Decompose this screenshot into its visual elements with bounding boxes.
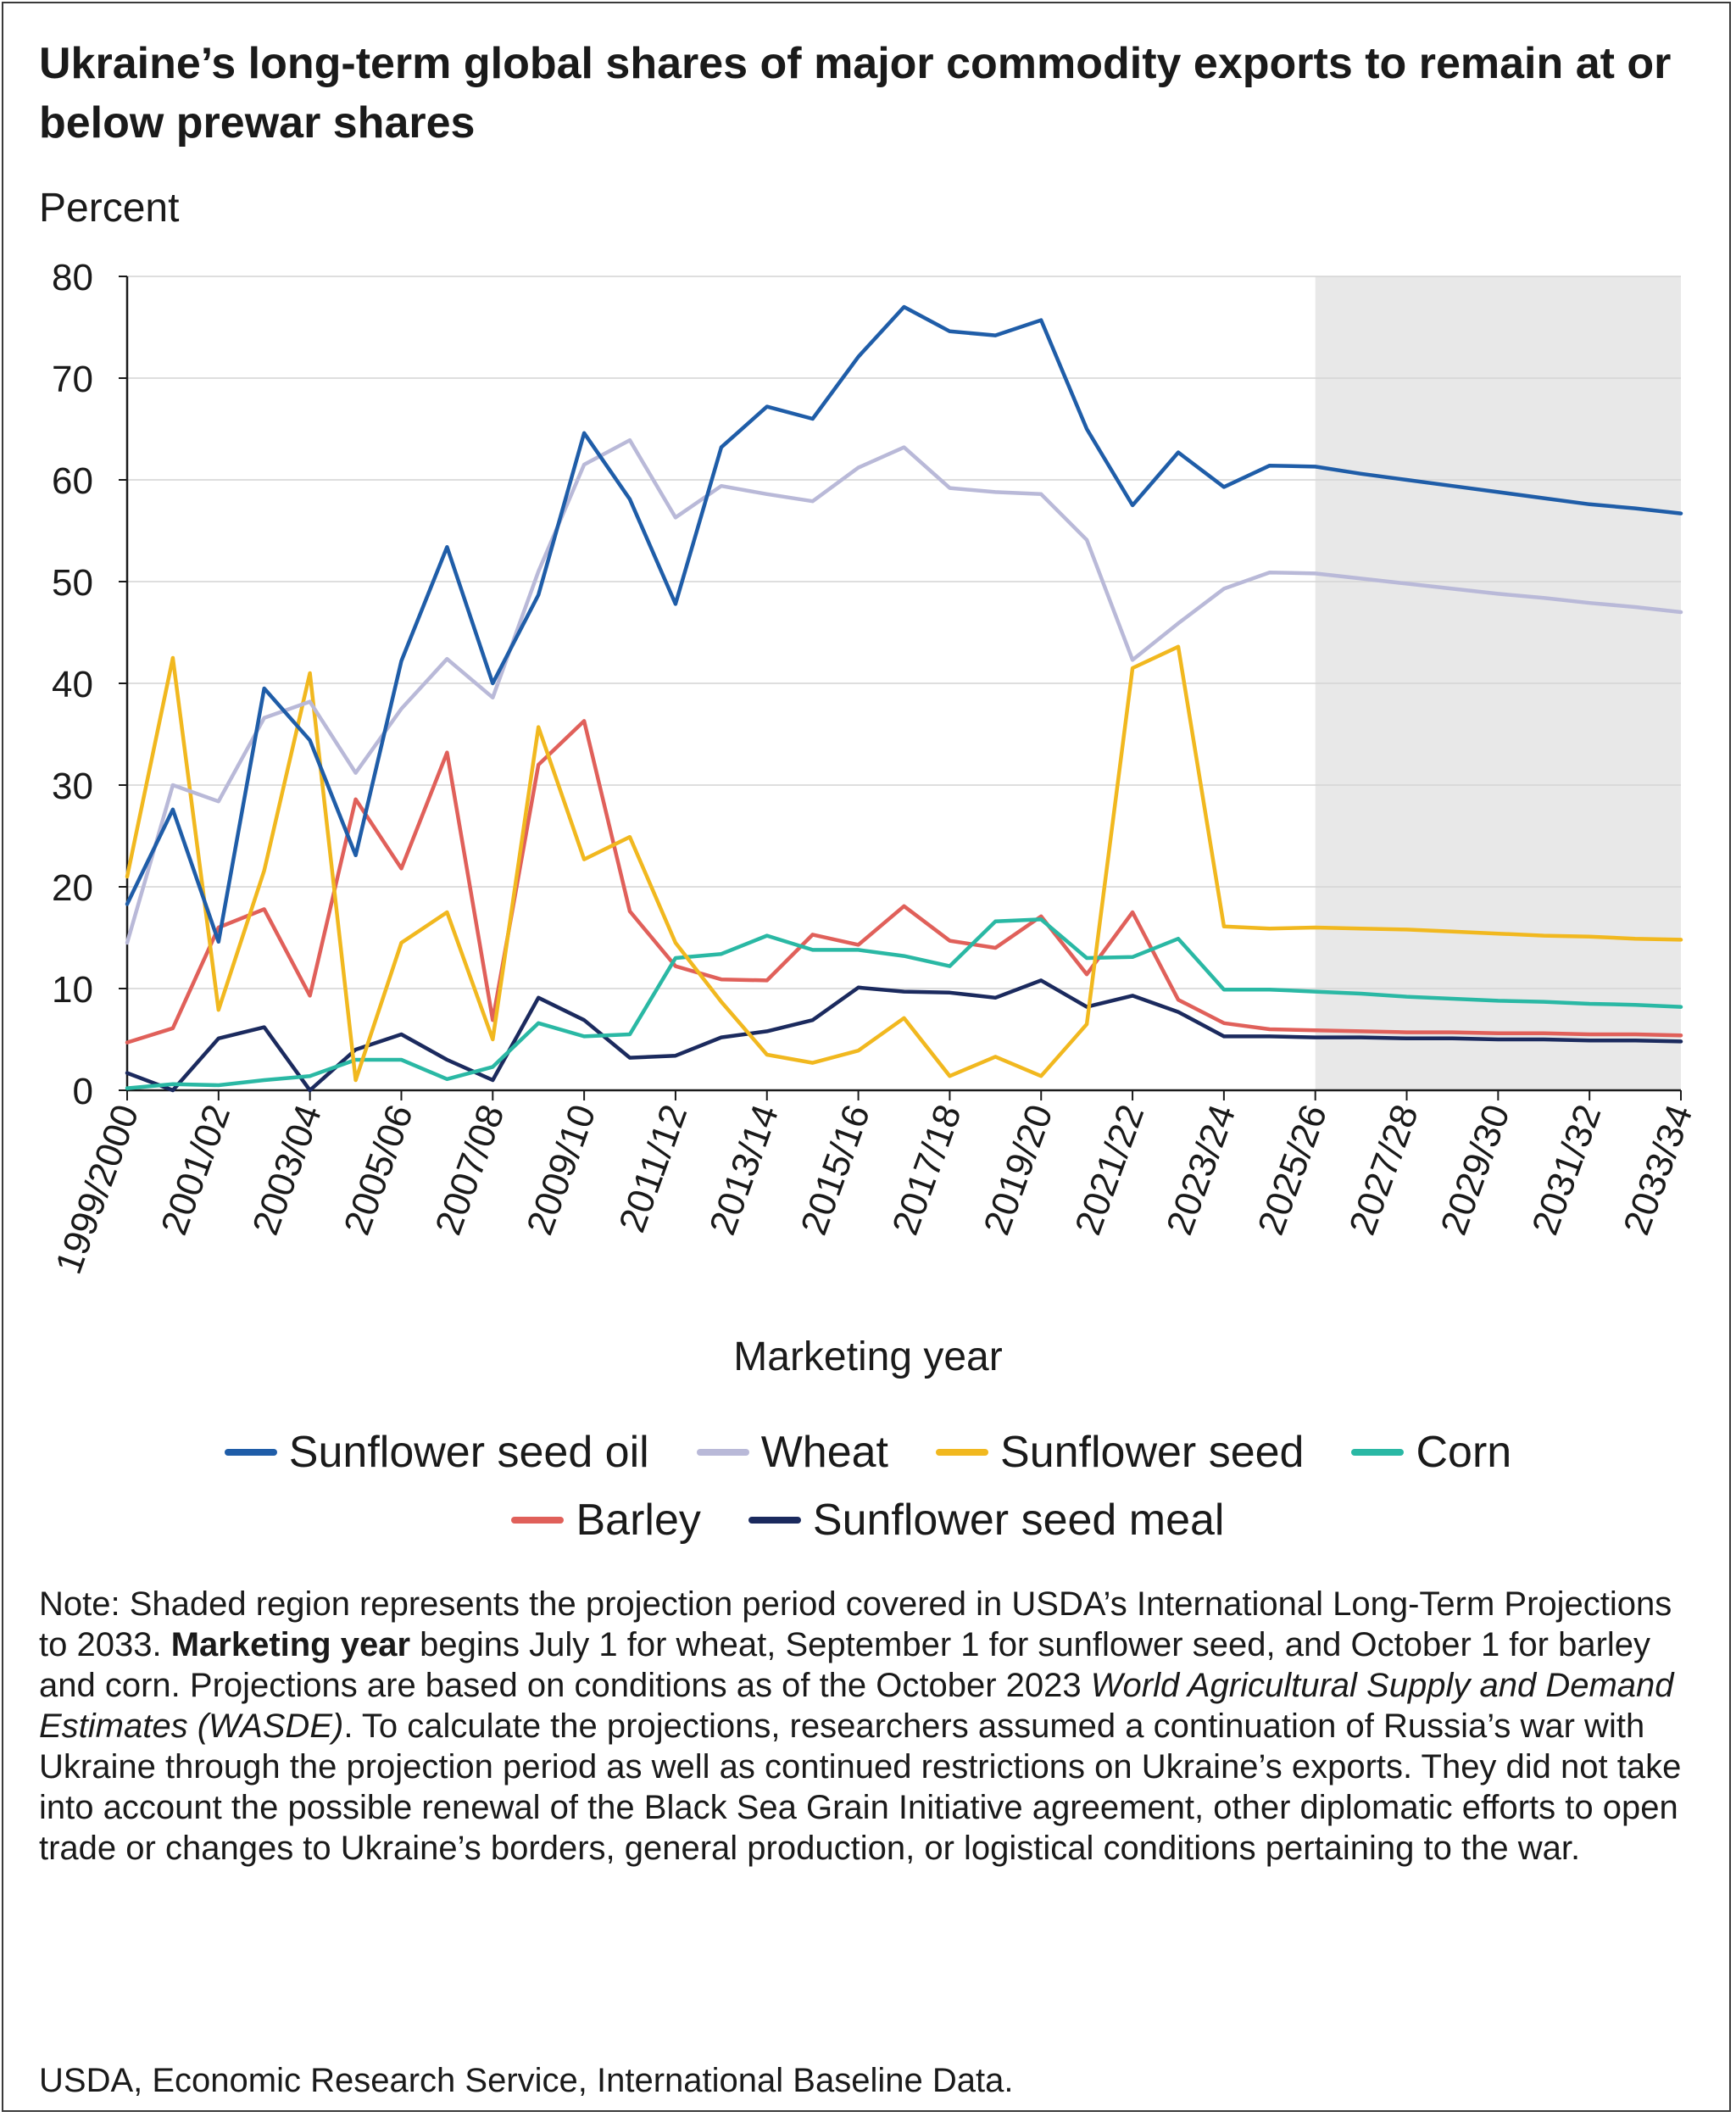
legend-swatch-sunflower-seed-meal <box>748 1517 801 1524</box>
legend-label-sunflower-seed-meal: Sunflower seed meal <box>812 1496 1225 1545</box>
y-tick-label-30: 30 <box>52 766 93 807</box>
note-text-1: Note: Shaded region represents the proje… <box>39 1585 1672 1663</box>
x-tick-label-2021-22: 2021/22 <box>1067 1100 1152 1240</box>
series-line-sunflower-seed-oil <box>125 304 1683 944</box>
x-tick-label-2005-06: 2005/06 <box>336 1100 420 1240</box>
legend-swatch-corn <box>1351 1449 1405 1456</box>
legend-row-1: Sunflower seed oil Wheat Sunflower seed … <box>0 1427 1736 1478</box>
y-tick-label-60: 60 <box>52 460 93 502</box>
legend-item-sunflower-seed-meal: Sunflower seed meal <box>748 1495 1225 1546</box>
legend-label-sunflower-seed: Sunflower seed <box>1000 1428 1305 1477</box>
y-tick-label-0: 0 <box>73 1071 93 1112</box>
series-line-corn <box>125 917 1683 1090</box>
note-italic-title: World Agricultural Supply and Demand Est… <box>39 1667 1674 1745</box>
y-tick-label-50: 50 <box>52 562 93 604</box>
legend-swatch-barley <box>511 1517 565 1524</box>
legend-label-sunflower-seed-oil: Sunflower seed oil <box>288 1428 649 1477</box>
y-tick-label-70: 70 <box>52 359 93 400</box>
y-tick-label-10: 10 <box>52 969 93 1011</box>
x-tick-label-2027-28: 2027/28 <box>1341 1100 1426 1240</box>
y-tick-label-20: 20 <box>52 867 93 909</box>
x-tick-label-2033-34: 2033/34 <box>1616 1100 1700 1240</box>
legend-label-wheat: Wheat <box>760 1428 889 1477</box>
source-text: USDA, Economic Research Service, Interna… <box>39 2062 1014 2099</box>
series-line-sunflower-seed-meal <box>125 978 1683 1093</box>
x-tick-label-2007-08: 2007/08 <box>427 1100 512 1240</box>
x-tick-label-2013-14: 2013/14 <box>702 1100 787 1240</box>
y-tick-label-40: 40 <box>52 664 93 705</box>
series-line-barley <box>125 719 1683 1045</box>
chart-note: Note: Shaded region represents the proje… <box>39 1584 1709 1869</box>
x-tick-label-2015-16: 2015/16 <box>793 1100 878 1240</box>
legend-label-barley: Barley <box>576 1496 701 1545</box>
legend-label-corn: Corn <box>1416 1428 1512 1477</box>
x-tick-label-2019-20: 2019/20 <box>976 1100 1060 1240</box>
x-tick-label-2031-32: 2031/32 <box>1524 1100 1609 1240</box>
x-tick-label-2017-18: 2017/18 <box>884 1100 969 1240</box>
chart-title: Ukraine’s long-term global shares of maj… <box>39 39 1672 148</box>
note-bold-term: Marketing year <box>170 1626 411 1663</box>
y-tick-label-80: 80 <box>52 257 93 298</box>
x-tick-label-2029-30: 2029/30 <box>1433 1100 1517 1240</box>
legend-item-sunflower-seed: Sunflower seed <box>936 1427 1304 1478</box>
y-axis-label: Percent <box>39 186 180 231</box>
series-line-sunflower-seed <box>125 644 1683 1083</box>
legend-item-wheat: Wheat <box>696 1427 889 1478</box>
x-tick-label-2011-12: 2011/12 <box>611 1100 695 1238</box>
x-tick-label-2025-26: 2025/26 <box>1250 1100 1335 1240</box>
note-text-3: . To calculate the projections, research… <box>39 1708 1682 1867</box>
x-axis-label: Marketing year <box>733 1334 1003 1379</box>
legend-swatch-sunflower-seed-oil <box>224 1449 277 1456</box>
legend-item-barley: Barley <box>511 1495 701 1546</box>
legend-swatch-sunflower-seed <box>936 1449 989 1456</box>
line-chart: 0 10 20 30 40 50 60 70 80 1999/2000 2001/02 2003/04… <box>47 257 1700 1279</box>
note-text-2: begins July 1 for wheat, September 1 for… <box>39 1626 1651 1704</box>
legend-item-sunflower-seed-oil: Sunflower seed oil <box>224 1427 649 1478</box>
legend-row-2: Barley Sunflower seed meal <box>0 1495 1736 1546</box>
x-tick-label-2001-02: 2001/02 <box>153 1100 238 1240</box>
x-tick-label-2003-04: 2003/04 <box>245 1100 330 1240</box>
x-tick-label-1999-2000: 1999/2000 <box>47 1100 147 1279</box>
x-tick-label-2009-10: 2009/10 <box>519 1100 604 1240</box>
legend-item-corn: Corn <box>1351 1427 1511 1478</box>
legend-swatch-wheat <box>696 1449 749 1456</box>
x-tick-label-2023-24: 2023/24 <box>1159 1100 1244 1240</box>
